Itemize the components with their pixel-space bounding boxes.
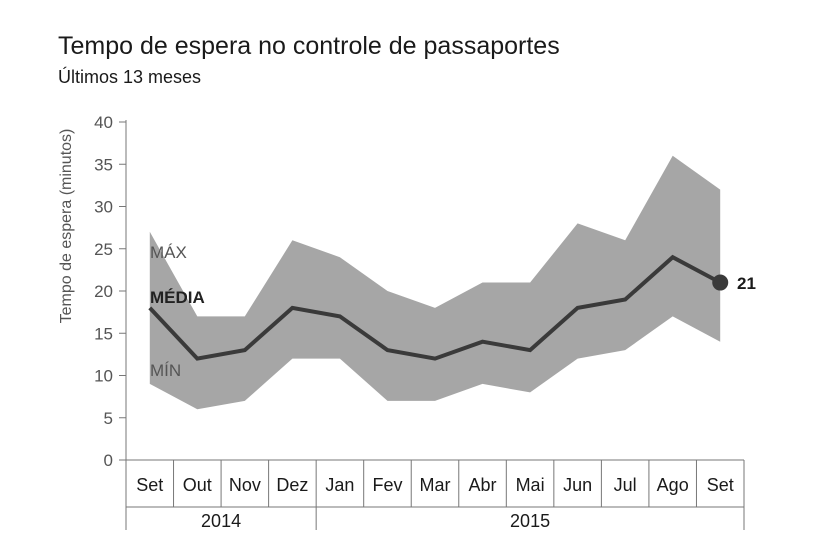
year-group-label: 2014 <box>201 511 241 531</box>
x-tick-label: Mai <box>516 475 545 495</box>
average-line-layer <box>148 254 729 361</box>
y-tick-label: 0 <box>104 451 113 470</box>
x-tick-label: Abr <box>469 475 497 495</box>
series-label-average: MÉDIA <box>150 288 205 307</box>
series-label-max: MÁX <box>150 243 187 262</box>
x-tick-label: Fev <box>372 475 402 495</box>
year-group-label: 2015 <box>510 511 550 531</box>
chart-title: Tempo de espera no controle de passaport… <box>58 32 560 60</box>
x-tick-label: Nov <box>229 475 261 495</box>
y-tick-label: 5 <box>104 409 113 428</box>
x-tick-label: Set <box>707 475 734 495</box>
x-tick-label: Out <box>183 475 212 495</box>
chart-subtitle: Últimos 13 meses <box>58 66 201 87</box>
y-tick-label: 15 <box>94 324 113 343</box>
x-tick-label: Mar <box>420 475 451 495</box>
y-tick-label: 35 <box>94 155 113 174</box>
y-tick-label: 10 <box>94 367 113 386</box>
end-point-marker <box>712 274 729 291</box>
y-tick-label: 30 <box>94 198 113 217</box>
x-tick-label: Dez <box>276 475 308 495</box>
min-max-range-band <box>149 155 721 410</box>
x-tick-label: Jul <box>614 475 637 495</box>
average-series-line <box>148 254 722 361</box>
x-tick-label: Jun <box>563 475 592 495</box>
y-tick-label: 40 <box>94 113 113 132</box>
axes-layer: 0 5 10 15 20 25 30 35 40 Set Out Nov Dez Jan Fev Mar Abr… <box>94 113 745 531</box>
series-label-min: MÍN <box>150 361 181 380</box>
x-tick-label: Ago <box>657 475 689 495</box>
end-value-label: 21 <box>737 274 756 293</box>
range-band-layer <box>149 155 721 410</box>
x-tick-label: Jan <box>325 475 354 495</box>
x-tick-label: Set <box>136 475 163 495</box>
y-tick-label: 20 <box>94 282 113 301</box>
y-axis-label: Tempo de espera (minutos) <box>58 129 75 324</box>
y-tick-label: 25 <box>94 240 113 259</box>
